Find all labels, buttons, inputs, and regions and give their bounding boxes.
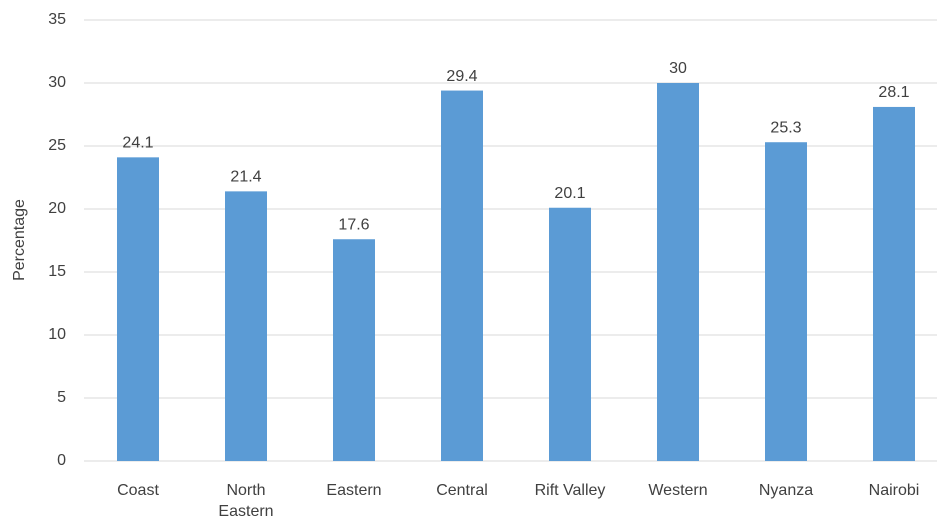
bar (117, 157, 159, 461)
x-tick-label: North Eastern (218, 482, 274, 520)
bar (333, 239, 375, 461)
bar (225, 191, 267, 462)
x-tick-label: Rift Valley (534, 482, 606, 499)
x-tick-label: Nyanza (758, 482, 814, 499)
y-tick-label: 35 (48, 11, 66, 28)
y-tick-label: 0 (57, 452, 66, 469)
y-tick-label: 10 (48, 326, 66, 343)
value-label: 28.1 (878, 84, 909, 101)
bar (873, 106, 915, 461)
value-label: 17.6 (338, 216, 369, 233)
x-tick-label: Central (436, 482, 488, 499)
value-label: 24.1 (122, 135, 153, 152)
y-tick-label: 30 (48, 74, 66, 91)
y-tick-label: 25 (48, 137, 66, 154)
value-label: 21.4 (230, 169, 261, 186)
x-tick-label: Western (648, 482, 708, 499)
value-label: 25.3 (770, 119, 801, 136)
value-label: 29.4 (446, 68, 477, 85)
x-tick-label: Eastern (326, 482, 382, 499)
x-tick-label: Nairobi (868, 482, 920, 499)
y-tick-label: 15 (48, 263, 66, 280)
bar (765, 142, 807, 461)
y-tick-label: 20 (48, 200, 66, 217)
bar (657, 83, 699, 461)
bar (441, 90, 483, 461)
value-label: 20.1 (554, 185, 585, 202)
value-label: 30 (669, 60, 687, 77)
y-axis-label: Percentage (11, 199, 28, 281)
x-tick-label: Coast (117, 482, 159, 499)
bar (549, 207, 591, 461)
y-tick-label: 5 (57, 389, 66, 406)
